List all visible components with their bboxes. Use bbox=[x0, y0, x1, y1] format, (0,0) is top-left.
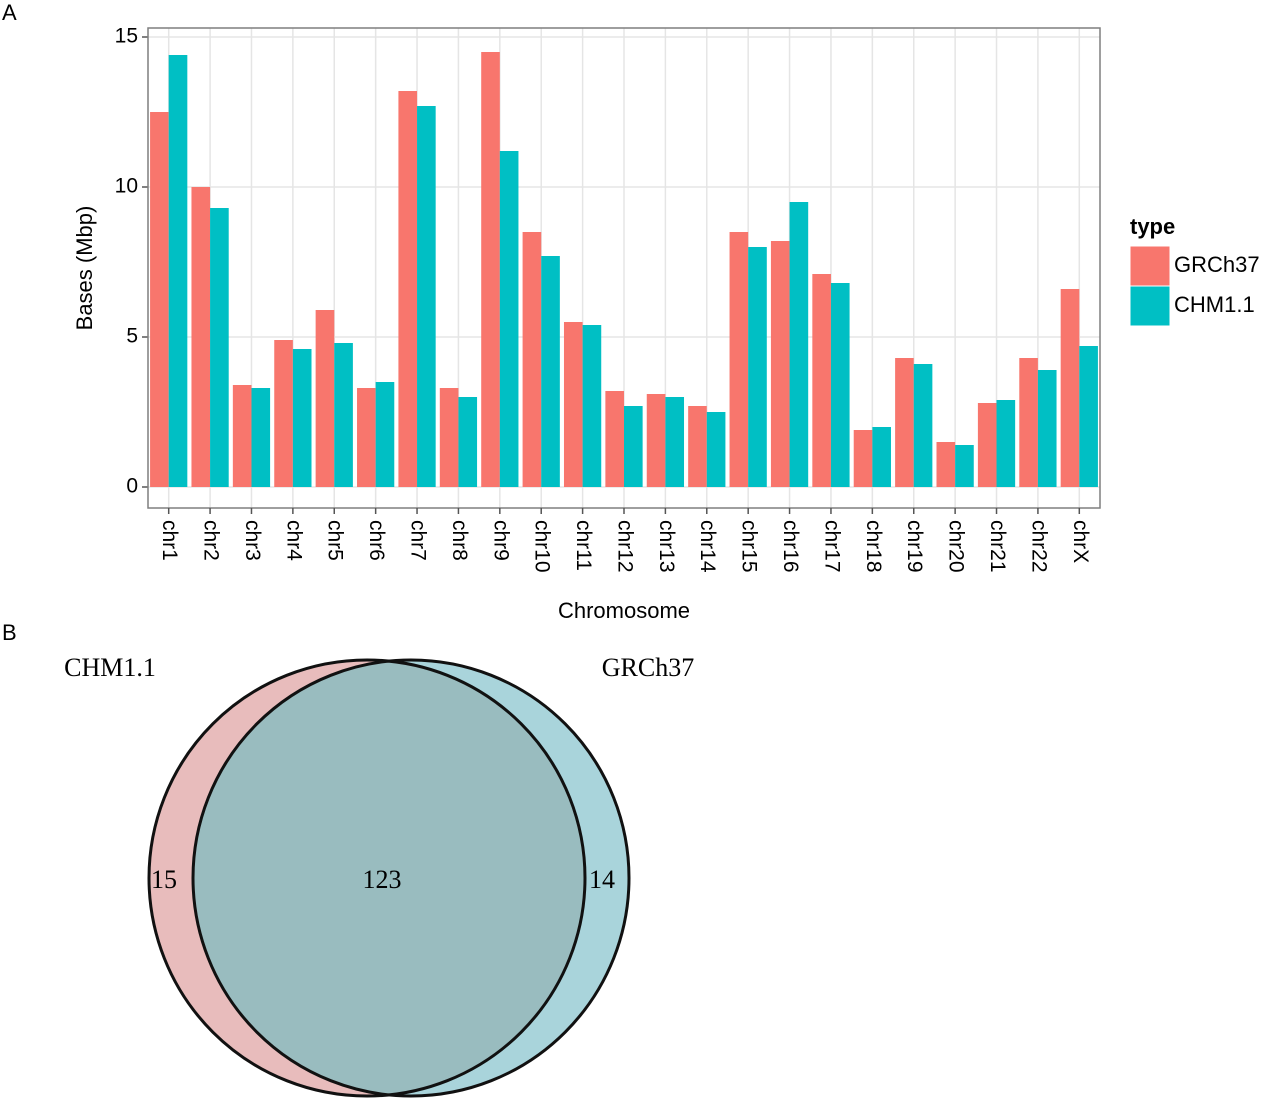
x-tick-label: chr22 bbox=[1027, 520, 1050, 573]
count-label: 14 bbox=[589, 865, 615, 894]
panel-label: B bbox=[2, 620, 17, 645]
bar bbox=[830, 283, 850, 487]
x-tick-label: chr3 bbox=[241, 520, 264, 561]
x-tick-label: chr9 bbox=[489, 520, 512, 561]
set-label: CHM1.1 bbox=[64, 653, 156, 682]
legend-label: GRCh37 bbox=[1174, 252, 1260, 277]
x-tick-label: chr8 bbox=[448, 520, 471, 561]
bar bbox=[150, 112, 169, 487]
legend-title: type bbox=[1130, 214, 1175, 239]
x-tick-label: chr7 bbox=[406, 520, 429, 561]
bar bbox=[191, 187, 211, 487]
bar bbox=[789, 202, 809, 487]
x-tick-label: chrX bbox=[1069, 520, 1092, 563]
bar bbox=[646, 394, 666, 487]
x-tick-label: chr21 bbox=[986, 520, 1009, 573]
x-tick-label: chr15 bbox=[738, 520, 761, 573]
set-outline bbox=[147, 658, 587, 1098]
panel-label: A bbox=[2, 0, 17, 25]
bar bbox=[375, 382, 395, 487]
bar bbox=[398, 91, 418, 487]
y-tick-label: 15 bbox=[115, 25, 138, 48]
x-tick-label: chr14 bbox=[696, 520, 719, 573]
x-axis-title: Chromosome bbox=[558, 598, 690, 623]
legend-label: CHM1.1 bbox=[1174, 292, 1255, 317]
y-tick-label: 0 bbox=[126, 475, 138, 498]
x-tick-label: chr19 bbox=[903, 520, 926, 573]
bar bbox=[1019, 358, 1038, 487]
bar bbox=[624, 406, 643, 487]
bar bbox=[706, 412, 726, 487]
bar bbox=[729, 232, 749, 487]
x-tick-label: chr16 bbox=[779, 520, 802, 573]
x-tick-label: chr20 bbox=[945, 520, 968, 573]
bar bbox=[1079, 346, 1098, 487]
y-tick-label: 10 bbox=[115, 175, 138, 198]
set-label: GRCh37 bbox=[602, 653, 694, 682]
count-label: 123 bbox=[363, 865, 402, 894]
y-tick-label: 5 bbox=[126, 325, 138, 348]
set-outline bbox=[191, 658, 631, 1098]
bar bbox=[563, 322, 583, 487]
x-tick-label: chr1 bbox=[158, 520, 181, 561]
x-tick-label: chr5 bbox=[324, 520, 347, 561]
legend-swatch bbox=[1129, 245, 1171, 287]
bar bbox=[439, 388, 459, 487]
x-tick-label: chr17 bbox=[820, 520, 843, 573]
bar bbox=[688, 406, 707, 487]
x-tick-label: chr10 bbox=[531, 520, 554, 573]
bar bbox=[977, 403, 997, 487]
count-label: 15 bbox=[151, 865, 177, 894]
bar bbox=[955, 445, 974, 487]
bar bbox=[334, 343, 353, 487]
bar bbox=[582, 325, 602, 487]
x-tick-label: chr6 bbox=[365, 520, 388, 561]
legend-swatch bbox=[1129, 285, 1171, 327]
bar bbox=[522, 232, 542, 487]
bar bbox=[665, 397, 685, 487]
bar bbox=[458, 397, 478, 487]
bar bbox=[481, 52, 500, 487]
bar bbox=[913, 364, 933, 487]
bar bbox=[251, 388, 271, 487]
bar bbox=[168, 55, 188, 487]
bar bbox=[274, 340, 293, 487]
bar bbox=[1060, 289, 1080, 487]
bar bbox=[812, 274, 831, 487]
bar bbox=[605, 391, 624, 487]
x-tick-label: chr2 bbox=[200, 520, 223, 561]
bar bbox=[872, 427, 891, 487]
bar bbox=[1037, 370, 1057, 487]
bar bbox=[499, 151, 519, 487]
bar bbox=[996, 400, 1016, 487]
bar bbox=[210, 208, 229, 487]
bar bbox=[292, 349, 312, 487]
y-axis-title: Bases (Mbp) bbox=[72, 206, 97, 331]
x-tick-label: chr13 bbox=[655, 520, 678, 573]
bar bbox=[541, 256, 560, 487]
bar bbox=[315, 310, 335, 487]
bar bbox=[417, 106, 436, 487]
intersection bbox=[193, 660, 585, 1096]
x-tick-label: chr12 bbox=[613, 520, 636, 573]
bar bbox=[936, 442, 956, 487]
bar bbox=[770, 241, 790, 487]
bar bbox=[748, 247, 767, 487]
bar bbox=[853, 430, 873, 487]
bar bbox=[357, 388, 376, 487]
x-tick-label: chr11 bbox=[572, 520, 595, 571]
x-tick-label: chr18 bbox=[862, 520, 885, 573]
bar bbox=[232, 385, 252, 487]
x-tick-label: chr4 bbox=[282, 520, 305, 561]
bar bbox=[895, 358, 914, 487]
